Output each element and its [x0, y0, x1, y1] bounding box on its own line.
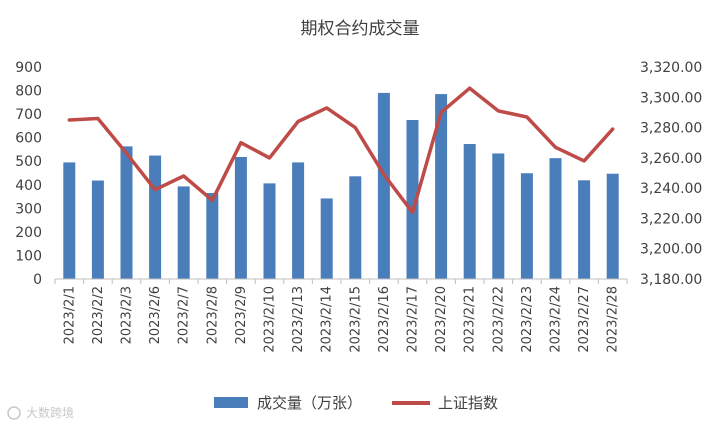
- x-axis-tick-label: 2023/2/10: [263, 286, 278, 353]
- bar: [63, 162, 76, 279]
- right-axis-tick-label: 3,200.00: [640, 242, 702, 258]
- x-axis-tick-label: 2023/2/22: [491, 286, 506, 353]
- left-axis-tick-label: 100: [15, 248, 42, 264]
- x-axis: 2023/2/1 2023/2/2 2023/2/3 2023/2/6 2023/2/7…: [54, 278, 628, 353]
- bar: [435, 94, 448, 279]
- line-series: [67, 86, 615, 215]
- watermark-text: 大数跨境: [26, 405, 74, 420]
- bar: [349, 176, 362, 279]
- left-axis-tick-label: 600: [15, 131, 42, 147]
- bar-series: [63, 92, 619, 280]
- right-axis-tick-label: 3,260.00: [640, 151, 702, 167]
- bar: [578, 180, 591, 279]
- left-axis-tick-label: 800: [15, 84, 42, 100]
- right-axis: 3,180.00 3,200.00 3,220.00 3,240.00 3,260.00…: [640, 60, 702, 288]
- bar: [234, 156, 247, 279]
- bar: [520, 173, 533, 279]
- x-axis-tick-label: 2023/2/3: [120, 286, 135, 344]
- x-axis-tick-label: 2023/2/15: [348, 286, 363, 353]
- right-axis-tick-label: 3,240.00: [640, 181, 702, 197]
- bar: [406, 120, 419, 279]
- right-axis-tick-label: 3,320.00: [640, 60, 702, 76]
- chart-title: 期权合约成交量: [301, 19, 420, 39]
- x-axis-tick-label: 2023/2/27: [577, 286, 592, 353]
- bar: [377, 92, 390, 280]
- right-axis-tick-label: 3,280.00: [640, 121, 702, 137]
- bar: [120, 146, 133, 279]
- bar: [206, 193, 219, 279]
- right-axis-tick-label: 3,180.00: [640, 272, 702, 288]
- index-line: [67, 86, 615, 215]
- left-axis-tick-label: 700: [15, 107, 42, 123]
- bar: [292, 162, 305, 279]
- left-axis-tick-label: 900: [15, 60, 42, 76]
- x-axis-tick-label: 2023/2/20: [434, 286, 449, 353]
- bar: [492, 153, 505, 279]
- x-axis-tick-label: 2023/2/24: [549, 286, 564, 353]
- x-axis-tick-label: 2023/2/1: [62, 286, 77, 344]
- bar: [149, 155, 162, 279]
- watermark-logo-icon: [7, 406, 21, 420]
- legend-swatch-volume: [214, 397, 248, 408]
- legend-label-volume: 成交量（万张）: [257, 394, 362, 412]
- right-axis-tick-label: 3,220.00: [640, 211, 702, 227]
- x-axis-tick-label: 2023/2/6: [148, 286, 163, 344]
- bar: [263, 183, 276, 279]
- x-axis-tick-label: 2023/2/23: [520, 286, 535, 353]
- left-axis-tick-label: 200: [15, 225, 42, 241]
- x-axis-tick-label: 2023/2/2: [91, 286, 106, 344]
- right-axis-tick-label: 3,300.00: [640, 90, 702, 106]
- x-axis-tick-label: 2023/2/21: [463, 286, 478, 353]
- bar: [320, 198, 333, 279]
- x-axis-tick-label: 2023/2/17: [406, 286, 421, 353]
- x-axis-tick-label: 2023/2/28: [606, 286, 621, 353]
- left-axis-tick-label: 400: [15, 178, 42, 194]
- legend: 成交量（万张） 上证指数: [214, 394, 498, 412]
- x-axis-tick-label: 2023/2/14: [320, 286, 335, 353]
- bar: [177, 186, 190, 279]
- bar: [463, 144, 476, 279]
- bar: [91, 180, 104, 279]
- x-axis-tick-label: 2023/2/8: [205, 286, 220, 344]
- x-axis-tick-label: 2023/2/7: [177, 286, 192, 344]
- x-axis-tick-label: 2023/2/13: [291, 286, 306, 353]
- bar: [549, 158, 562, 279]
- watermark: 大数跨境: [7, 405, 74, 420]
- left-axis: 0 100 200 300 400 500 600 700 800 900: [15, 60, 42, 288]
- bar: [606, 173, 619, 279]
- legend-label-index: 上证指数: [438, 394, 498, 412]
- left-axis-tick-label: 300: [15, 201, 42, 217]
- x-axis-tick-label: 2023/2/9: [234, 286, 249, 344]
- left-axis-tick-label: 0: [33, 272, 42, 288]
- x-axis-tick-label: 2023/2/16: [377, 286, 392, 353]
- left-axis-tick-label: 500: [15, 154, 42, 170]
